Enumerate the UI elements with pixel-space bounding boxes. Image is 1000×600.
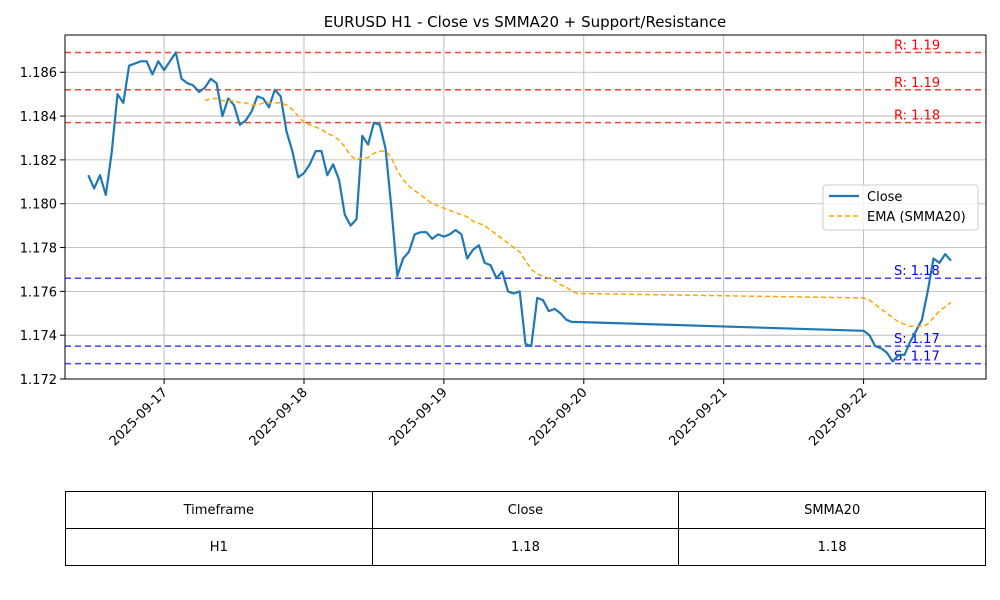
legend: Close EMA (SMMA20) <box>822 184 979 231</box>
x-tick-label: 2025-09-20 <box>527 385 591 449</box>
chart-svg: EURUSD H1 - Close vs SMMA20 + Support/Re… <box>20 13 987 449</box>
x-tick-label: 2025-09-17 <box>107 385 171 449</box>
table-header-cell: SMMA20 <box>678 491 986 529</box>
table-header-cell: Close <box>371 491 680 529</box>
support-label: S: 1.18 <box>894 264 940 279</box>
resistance-label: R: 1.19 <box>894 76 940 91</box>
x-tick-label: 2025-09-19 <box>387 385 451 449</box>
table-cell: 1.18 <box>371 528 680 566</box>
y-tick-label: 1.184 <box>20 110 57 125</box>
table-cell: H1 <box>65 528 373 566</box>
resistance-label: R: 1.18 <box>894 109 940 124</box>
close-series-line <box>87 51 952 363</box>
table-row: H1 1.18 1.18 <box>65 528 986 566</box>
y-tick-label: 1.178 <box>20 242 57 257</box>
legend-box <box>822 184 979 231</box>
grid-layer <box>65 35 986 380</box>
plot-frame <box>64 34 987 380</box>
support-label: S: 1.17 <box>894 350 940 365</box>
support-label: S: 1.17 <box>894 332 940 347</box>
y-tick-label: 1.186 <box>20 66 57 81</box>
y-tick-label: 1.176 <box>20 285 57 300</box>
axis-layer: 2025-09-17 2025-09-18 2025-09-19 2025-09-20… <box>20 66 871 449</box>
y-tick-label: 1.182 <box>20 154 57 169</box>
series-layer <box>87 51 952 363</box>
smma20-series-line <box>204 97 952 328</box>
y-tick-label: 1.174 <box>20 329 57 344</box>
table-header-cell: Timeframe <box>65 491 373 529</box>
x-tick-label: 2025-09-22 <box>806 385 870 449</box>
y-tick-label: 1.172 <box>20 373 57 388</box>
legend-label-smma: EMA (SMMA20) <box>867 210 966 225</box>
legend-label-close: Close <box>867 190 902 205</box>
chart-title: EURUSD H1 - Close vs SMMA20 + Support/Re… <box>324 13 727 31</box>
x-tick-label: 2025-09-18 <box>247 385 311 449</box>
y-tick-label: 1.180 <box>20 198 57 213</box>
x-tick-label: 2025-09-21 <box>666 385 730 449</box>
table-header-row: Timeframe Close SMMA20 <box>65 491 986 529</box>
table-cell: 1.18 <box>678 528 986 566</box>
summary-table: Timeframe Close SMMA20 H1 1.18 1.18 <box>65 491 986 566</box>
resistance-label: R: 1.19 <box>894 39 940 54</box>
